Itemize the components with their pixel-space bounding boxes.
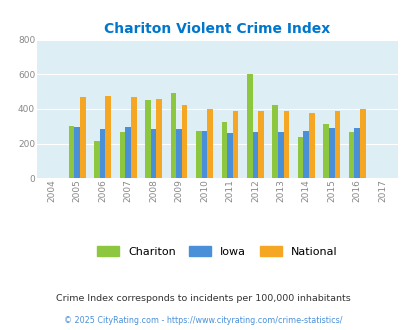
Bar (354, 128, 359, 178)
Bar (94, 141, 100, 178)
Bar (232, 111, 238, 178)
Legend: Chariton, Iowa, National: Chariton, Iowa, National (97, 246, 337, 257)
Bar (303, 131, 308, 178)
Bar (328, 128, 334, 178)
Bar (226, 133, 232, 178)
Bar (170, 93, 176, 178)
Bar (277, 132, 283, 178)
Bar (131, 97, 136, 178)
Bar (283, 111, 288, 178)
Bar (105, 96, 111, 178)
Bar (207, 109, 212, 178)
Bar (201, 131, 207, 178)
Bar (297, 137, 303, 178)
Bar (348, 132, 354, 178)
Bar (359, 109, 364, 178)
Bar (252, 132, 258, 178)
Text: © 2025 CityRating.com - https://www.cityrating.com/crime-statistics/: © 2025 CityRating.com - https://www.city… (64, 316, 341, 325)
Bar (221, 122, 226, 178)
Bar (334, 112, 339, 178)
Bar (80, 97, 85, 178)
Bar (74, 127, 80, 178)
Bar (145, 100, 150, 178)
Bar (196, 131, 201, 178)
Bar (258, 111, 263, 178)
Bar (322, 124, 328, 178)
Bar (69, 126, 74, 178)
Bar (246, 74, 252, 178)
Bar (150, 129, 156, 178)
Bar (125, 127, 131, 178)
Bar (100, 129, 105, 178)
Bar (181, 105, 187, 178)
Text: Crime Index corresponds to incidents per 100,000 inhabitants: Crime Index corresponds to incidents per… (55, 294, 350, 303)
Bar (308, 113, 314, 178)
Bar (119, 132, 125, 178)
Bar (176, 129, 181, 178)
Bar (156, 99, 162, 178)
Title: Chariton Violent Crime Index: Chariton Violent Crime Index (104, 22, 330, 36)
Bar (272, 105, 277, 178)
